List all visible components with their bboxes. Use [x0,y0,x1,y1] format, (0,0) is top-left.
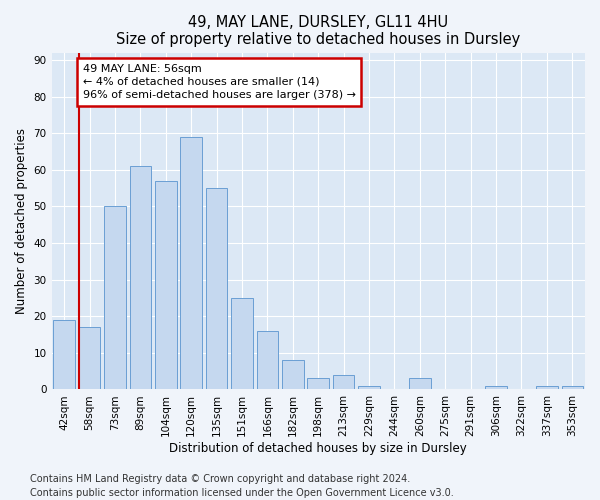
X-axis label: Distribution of detached houses by size in Dursley: Distribution of detached houses by size … [169,442,467,455]
Bar [409,378,431,390]
Bar [485,386,507,390]
Bar [333,375,355,390]
Text: Contains HM Land Registry data © Crown copyright and database right 2024.
Contai: Contains HM Land Registry data © Crown c… [30,474,454,498]
Bar [231,298,253,390]
Bar [282,360,304,390]
Bar [53,320,75,390]
Bar [206,188,227,390]
Bar [130,166,151,390]
Bar [358,386,380,390]
Text: 49 MAY LANE: 56sqm
← 4% of detached houses are smaller (14)
96% of semi-detached: 49 MAY LANE: 56sqm ← 4% of detached hous… [83,64,356,100]
Bar [307,378,329,390]
Y-axis label: Number of detached properties: Number of detached properties [15,128,28,314]
Bar [257,331,278,390]
Bar [181,137,202,390]
Bar [104,206,126,390]
Bar [562,386,583,390]
Bar [79,327,100,390]
Bar [536,386,557,390]
Title: 49, MAY LANE, DURSLEY, GL11 4HU
Size of property relative to detached houses in : 49, MAY LANE, DURSLEY, GL11 4HU Size of … [116,15,520,48]
Bar [155,181,176,390]
